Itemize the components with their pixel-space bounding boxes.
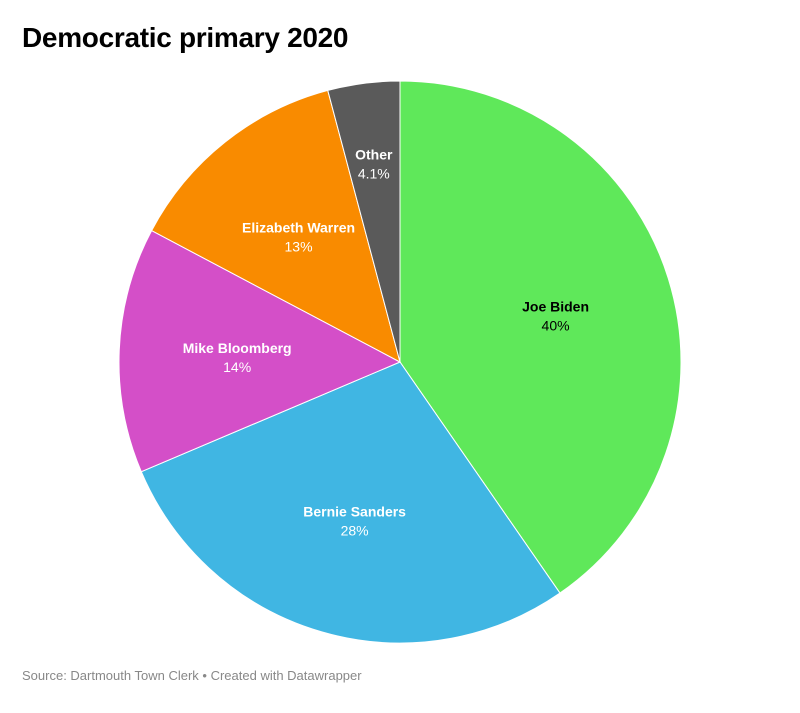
chart-title: Democratic primary 2020 <box>22 22 349 53</box>
pie-slice-other <box>327 80 401 363</box>
chart-footer: Source: Dartmouth Town Clerk • Created w… <box>22 668 362 683</box>
slice-label-elizabeth-warren: Elizabeth Warren <box>242 219 355 235</box>
source-name: Dartmouth Town Clerk <box>70 668 199 683</box>
slice-label-mike-bloomberg: Mike Bloomberg <box>183 340 292 356</box>
source-prefix: Source: <box>22 668 71 683</box>
credit-text: Created with Datawrapper <box>210 668 362 683</box>
pie-slice-elizabeth-warren <box>150 89 401 363</box>
slice-value-bernie-sanders: 28% <box>341 523 369 539</box>
slice-value-mike-bloomberg: 14% <box>223 359 251 375</box>
slice-label-bernie-sanders: Bernie Sanders <box>303 504 406 520</box>
slice-value-other: 4.1% <box>358 165 390 181</box>
pie-slice-bernie-sanders <box>140 361 561 644</box>
slice-value-elizabeth-warren: 13% <box>285 238 313 254</box>
slice-value-joe-biden: 40% <box>542 317 570 333</box>
slice-label-other: Other <box>355 146 393 162</box>
footer-separator: • <box>198 668 211 683</box>
pie-slice-mike-bloomberg <box>118 229 402 473</box>
pie-slice-joe-biden <box>399 80 682 594</box>
slice-label-joe-biden: Joe Biden <box>522 298 589 314</box>
